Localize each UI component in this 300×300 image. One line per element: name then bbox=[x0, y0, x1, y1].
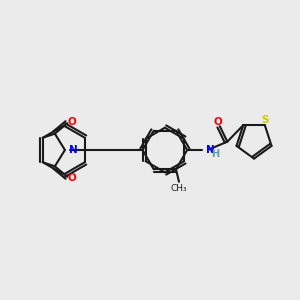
Text: N: N bbox=[69, 145, 78, 155]
Text: O: O bbox=[67, 117, 76, 127]
Text: O: O bbox=[67, 173, 76, 183]
Text: H: H bbox=[212, 149, 220, 159]
Text: O: O bbox=[214, 117, 222, 127]
Text: S: S bbox=[261, 115, 268, 125]
Text: CH₃: CH₃ bbox=[171, 184, 187, 193]
Text: N: N bbox=[206, 145, 214, 155]
